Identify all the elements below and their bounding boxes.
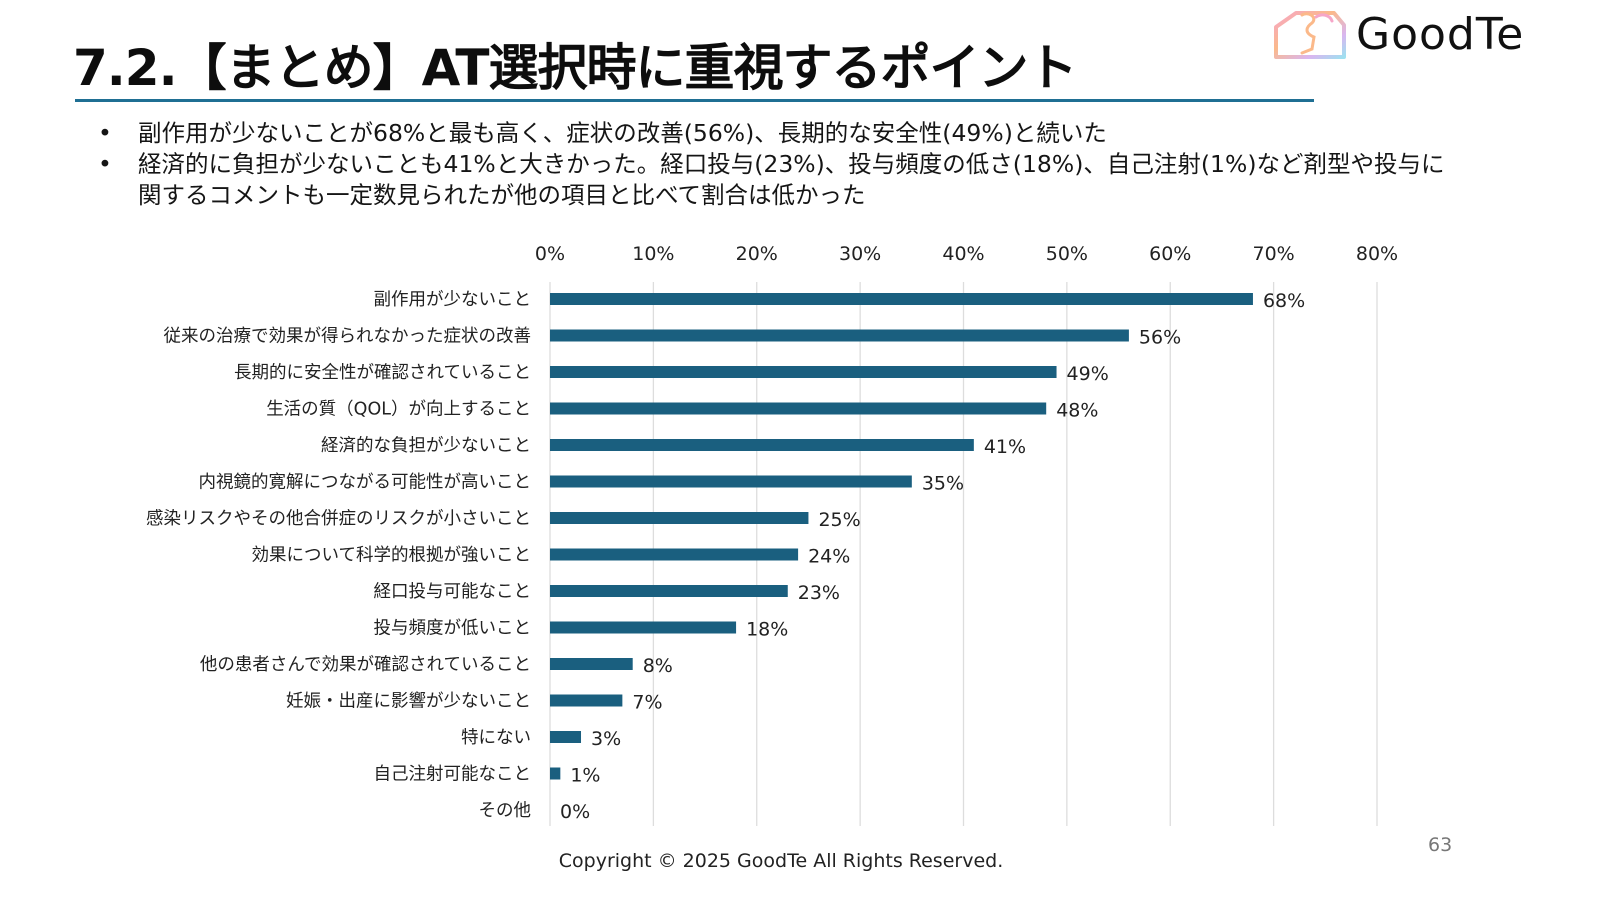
bar <box>550 548 799 561</box>
value-label: 56% <box>1139 327 1181 349</box>
value-label: 48% <box>1056 400 1098 422</box>
bars: 副作用が少ないこと 68% 従来の治療で効果が得られなかった症状の改善 56% 長期的に… <box>146 290 1305 823</box>
category-label: 投与頻度が低いこと <box>374 619 532 639</box>
bar-row: 感染リスクやその他合併症のリスクが小さいこと 25% <box>146 509 861 531</box>
x-tick-label: 60% <box>1149 243 1191 265</box>
x-tick-label: 70% <box>1253 243 1295 265</box>
bar <box>550 402 1047 415</box>
bar-row: 経口投与可能なこと 23% <box>374 582 840 604</box>
bullet-item: • 経済的に負担が少ないことも41%と大きかった。経口投与(23%)、投与頻度の… <box>98 149 1458 211</box>
bar <box>550 512 809 524</box>
category-label: 経口投与可能なこと <box>374 582 532 602</box>
bar <box>550 731 582 743</box>
bar-row: 生活の質（QOL）が向上すること 48% <box>266 400 1098 422</box>
x-tick-label: 40% <box>942 243 984 265</box>
category-label: 副作用が少ないこと <box>374 290 532 310</box>
category-label: 自己注射可能なこと <box>374 765 532 785</box>
bar <box>550 366 1057 378</box>
bar <box>550 475 912 488</box>
bar-row: 自己注射可能なこと 1% <box>374 765 601 787</box>
copyright-footer: Copyright © 2025 GoodTe All Rights Reser… <box>558 850 1004 872</box>
x-tick-label: 10% <box>632 243 674 265</box>
brand-name: GoodTe <box>1356 8 1525 60</box>
bar <box>550 293 1253 305</box>
bullet-text: 副作用が少ないことが68%と最も高く、症状の改善(56%)、長期的な安全性(49… <box>138 119 1107 147</box>
page-number: 63 <box>1428 834 1453 856</box>
x-tick-label: 20% <box>736 243 778 265</box>
bullet-dot: • <box>98 150 112 178</box>
bar <box>550 694 623 707</box>
value-label: 0% <box>560 801 590 823</box>
bar-row: 他の患者さんで効果が確認されていること 8% <box>200 655 673 677</box>
bar-row: 長期的に安全性が確認されていること 49% <box>234 363 1109 385</box>
category-label: 長期的に安全性が確認されていること <box>234 363 531 383</box>
category-label: 特にない <box>461 728 531 748</box>
category-label: その他 <box>479 801 532 821</box>
value-label: 35% <box>922 473 964 495</box>
bar-row: 妊娠・出産に影響が少ないこと 7% <box>286 692 663 714</box>
value-label: 8% <box>643 655 673 677</box>
category-label: 他の患者さんで効果が確認されていること <box>200 655 531 675</box>
title-underline <box>75 99 1314 102</box>
category-label: 従来の治療で効果が得られなかった症状の改善 <box>164 327 532 347</box>
slide-title: 7.2.【まとめ】AT選択時に重視するポイント <box>73 39 1077 97</box>
value-label: 25% <box>818 509 860 531</box>
x-axis-ticks: 0% 10% 20% 30% 40% 50% 60% 70% 80% <box>535 243 1398 265</box>
value-label: 41% <box>984 436 1026 458</box>
bar-row: 効果について科学的根拠が強いこと 24% <box>252 546 851 568</box>
bar-row: 投与頻度が低いこと 18% <box>374 619 789 641</box>
bar <box>550 767 561 780</box>
bar-row: 従来の治療で効果が得られなかった症状の改善 56% <box>164 327 1182 349</box>
bar-row: 内視鏡的寛解につながる可能性が高いこと 35% <box>199 473 965 495</box>
bar <box>550 439 974 451</box>
value-label: 24% <box>808 546 850 568</box>
bar-row: 特にない 3% <box>461 728 621 750</box>
bullet-dot: • <box>98 119 112 147</box>
bar-row: 経済的な負担が少ないこと 41% <box>321 436 1026 458</box>
value-label: 23% <box>798 582 840 604</box>
x-tick-label: 50% <box>1046 243 1088 265</box>
bullet-text: 経済的に負担が少ないことも41%と大きかった。経口投与(23%)、投与頻度の低さ… <box>138 150 1445 209</box>
category-label: 生活の質（QOL）が向上すること <box>266 400 531 420</box>
brand-logo: GoodTe <box>1272 6 1524 62</box>
bar <box>550 658 633 670</box>
bar <box>550 329 1129 342</box>
category-label: 妊娠・出産に影響が少ないこと <box>286 692 531 712</box>
bar <box>550 621 737 634</box>
category-label: 経済的な負担が少ないこと <box>321 436 531 456</box>
category-label: 効果について科学的根拠が強いこと <box>252 546 531 566</box>
value-label: 68% <box>1263 290 1305 312</box>
house-hand-icon <box>1274 11 1346 59</box>
value-label: 3% <box>591 728 621 750</box>
category-label: 内視鏡的寛解につながる可能性が高いこと <box>199 473 532 493</box>
x-tick-label: 30% <box>839 243 881 265</box>
value-label: 18% <box>746 619 788 641</box>
bar <box>550 585 788 597</box>
summary-bullets: • 副作用が少ないことが68%と最も高く、症状の改善(56%)、長期的な安全性(… <box>98 118 1458 211</box>
bar-row: 副作用が少ないこと 68% <box>374 290 1306 312</box>
value-label: 49% <box>1067 363 1109 385</box>
value-label: 1% <box>570 765 600 787</box>
bar-row: その他 0% <box>479 801 591 823</box>
category-label: 感染リスクやその他合併症のリスクが小さいこと <box>146 509 531 529</box>
x-tick-label: 0% <box>535 243 565 265</box>
bullet-item: • 副作用が少ないことが68%と最も高く、症状の改善(56%)、長期的な安全性(… <box>98 118 1458 149</box>
value-label: 7% <box>632 692 662 714</box>
x-tick-label: 80% <box>1356 243 1398 265</box>
